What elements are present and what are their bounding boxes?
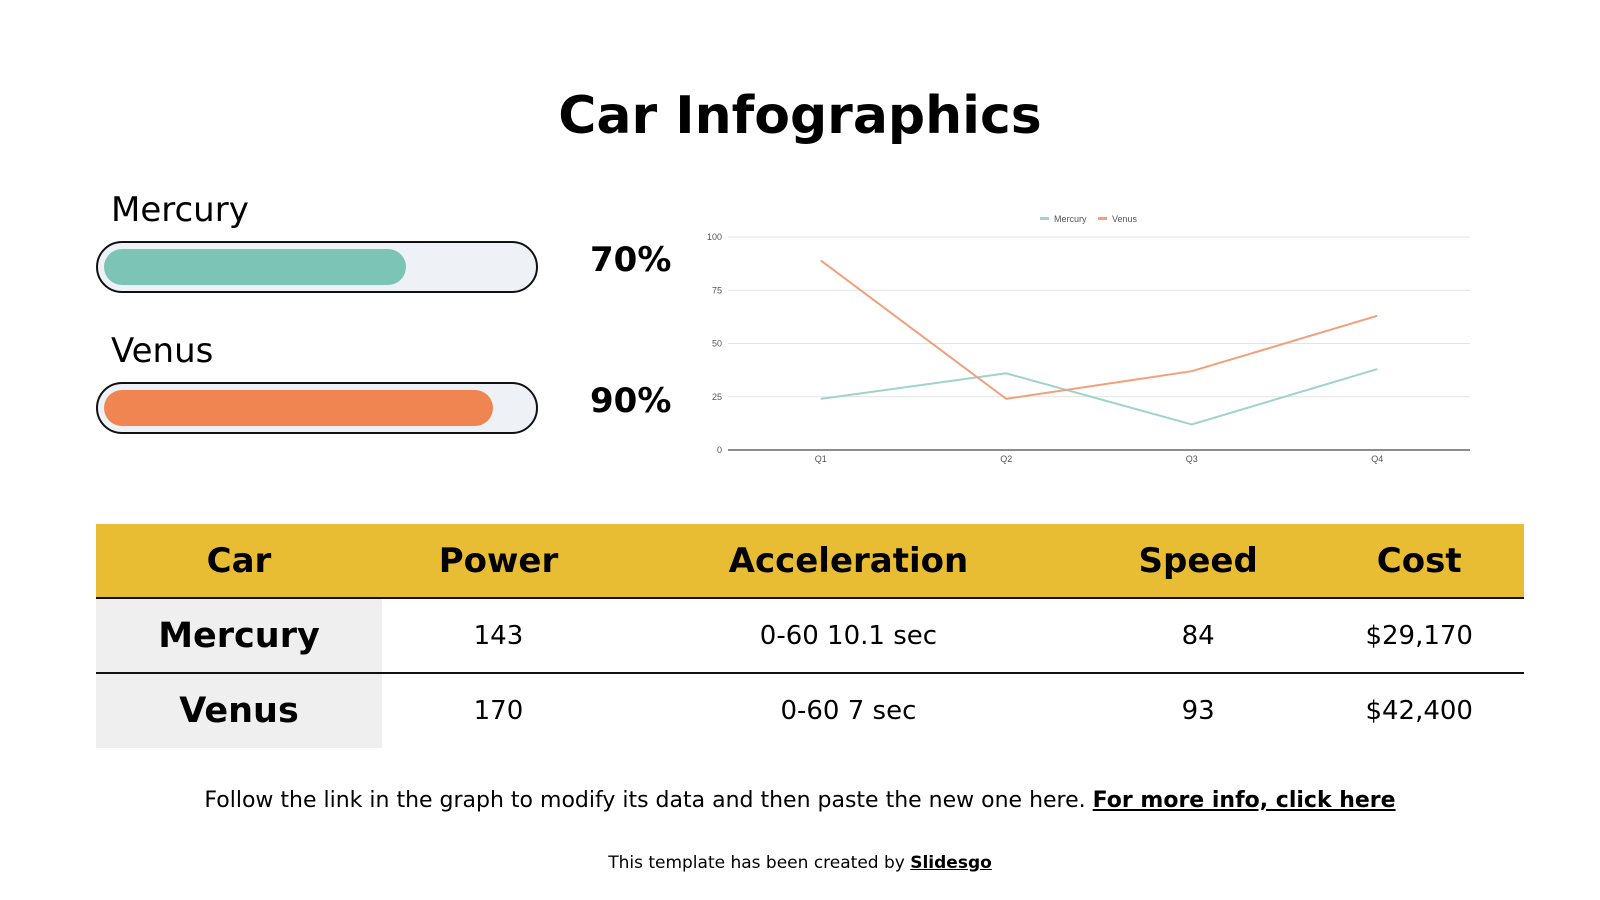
x-tick-label: Q4 — [1371, 454, 1383, 464]
cell-car: Mercury — [96, 598, 382, 674]
legend-swatch-mercury — [1040, 217, 1049, 220]
progress-fill-mercury — [104, 249, 407, 285]
legend-label-venus: Venus — [1112, 214, 1138, 224]
slidesgo-link[interactable]: Slidesgo — [910, 853, 992, 873]
legend-swatch-venus — [1098, 217, 1107, 220]
y-tick-label: 25 — [712, 392, 722, 402]
header-acceleration: Acceleration — [614, 524, 1082, 599]
cell-acceleration: 0-60 10.1 sec — [614, 598, 1082, 674]
credit-note: This template has been created by Slides… — [0, 853, 1600, 873]
footer-note: Follow the link in the graph to modify i… — [0, 788, 1600, 813]
y-tick-label: 0 — [717, 445, 722, 455]
credit-text: This template has been created by — [608, 853, 911, 873]
y-tick-label: 75 — [712, 285, 722, 295]
progress-bar-mercury — [96, 241, 538, 293]
x-tick-label: Q2 — [1000, 454, 1012, 464]
footer-text: Follow the link in the graph to modify i… — [204, 788, 1093, 813]
header-cost: Cost — [1314, 524, 1524, 599]
progress-label-venus: Venus — [111, 331, 214, 371]
line-chart: 0 25 50 75 100 Q1 Q2 Q3 Q4 Mercury Venus — [707, 214, 1470, 464]
header-power: Power — [382, 524, 615, 599]
more-info-link[interactable]: For more info, click here — [1092, 788, 1396, 813]
cell-cost: $29,170 — [1314, 598, 1524, 674]
y-tick-label: 100 — [707, 232, 722, 242]
x-tick-label: Q3 — [1186, 454, 1198, 464]
progress-value-venus: 90% — [590, 381, 672, 421]
specs-table: Car Power Acceleration Speed Cost Mercur… — [96, 524, 1524, 748]
cell-cost: $42,400 — [1365, 696, 1473, 726]
progress-value-mercury: 70% — [590, 240, 672, 280]
page-title: Car Infographics — [558, 86, 1042, 146]
header-car: Car — [96, 524, 382, 599]
legend-label-mercury: Mercury — [1054, 214, 1087, 224]
cell-acceleration: 0-60 7 sec — [780, 696, 917, 726]
cell-car: Venus — [96, 673, 382, 748]
progress-bar-venus — [96, 382, 538, 434]
series-line-venus — [820, 259, 1378, 400]
progress-label-mercury: Mercury — [111, 190, 249, 230]
table-header-row: Car Power Acceleration Speed Cost — [96, 524, 1524, 599]
header-speed: Speed — [1081, 524, 1315, 599]
series-line-mercury — [820, 368, 1378, 426]
cell-power: 170 — [473, 696, 524, 726]
x-tick-label: Q1 — [815, 454, 827, 464]
table-row: Mercury 143 0-60 10.1 sec 84 $29,170 — [96, 598, 1524, 674]
cell-power: 143 — [382, 598, 615, 674]
cell-speed: 84 — [1081, 598, 1315, 674]
y-tick-label: 50 — [712, 339, 722, 349]
table-row: Venus 170 0-60 7 sec 93 $42,400 — [96, 673, 1524, 748]
cell-speed: 93 — [1181, 696, 1215, 726]
progress-fill-venus — [104, 390, 493, 426]
